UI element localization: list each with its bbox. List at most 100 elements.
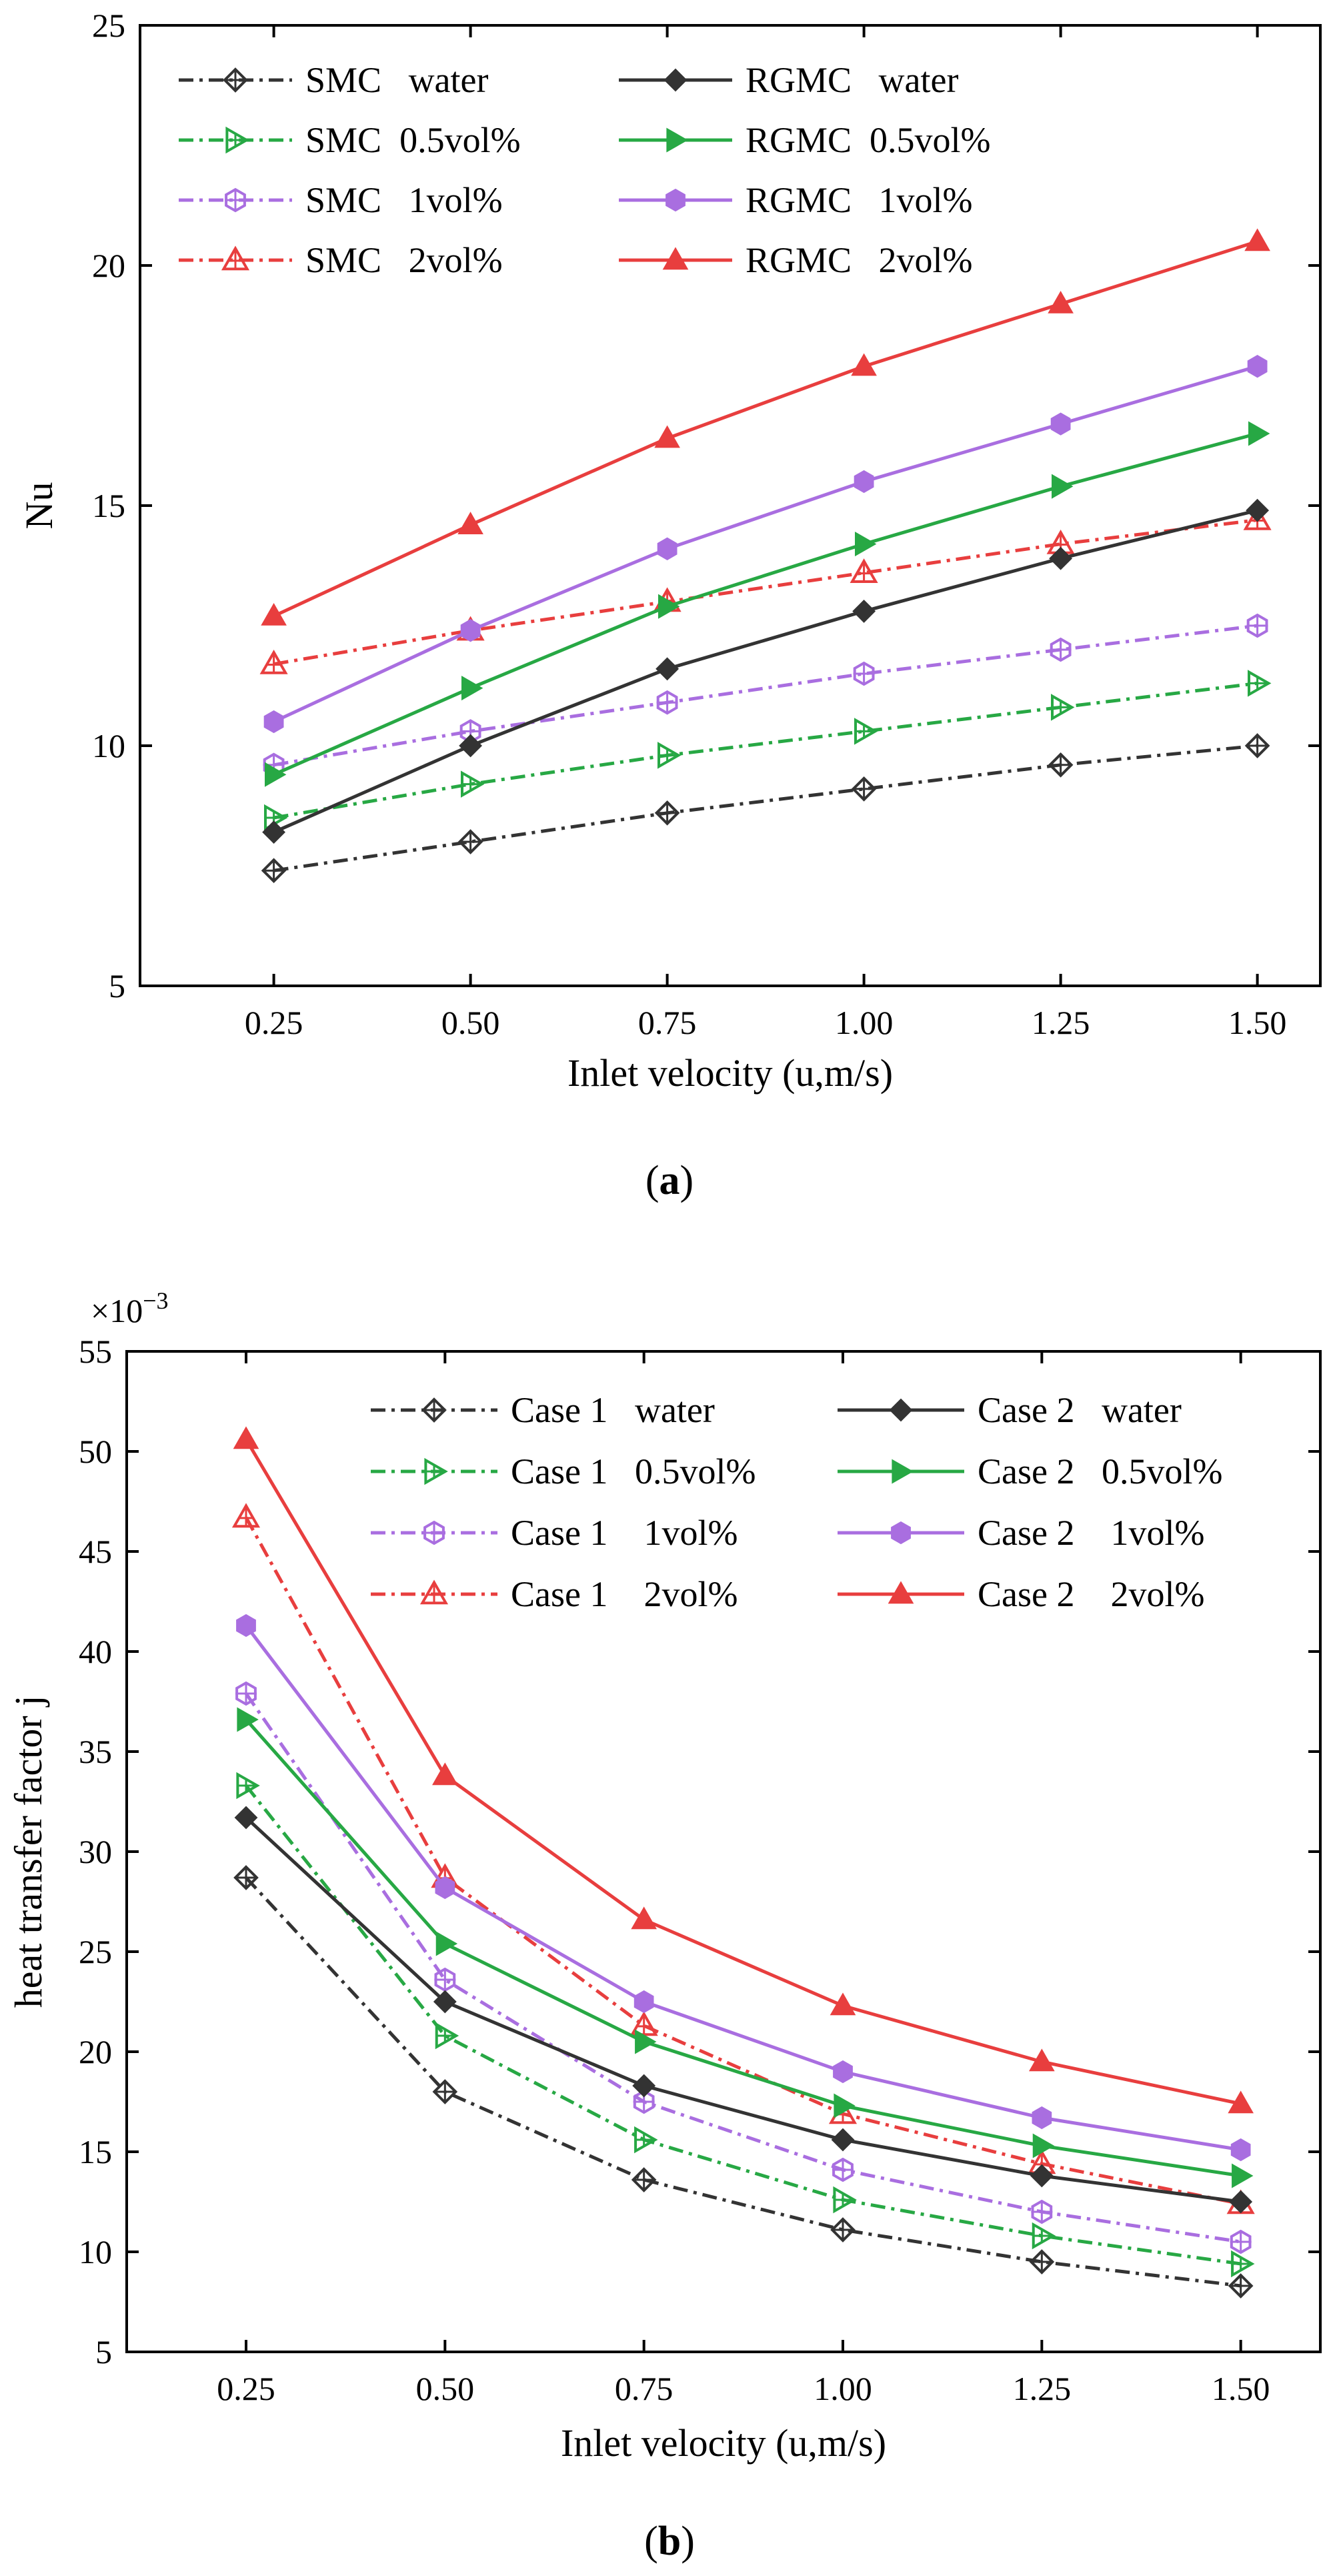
y-tick-label-a: 15 (92, 487, 125, 524)
data-point-cross (853, 778, 875, 800)
data-point-cross (1052, 701, 1072, 714)
data-point (265, 762, 287, 787)
data-point (435, 1931, 458, 1956)
series-b-5 (237, 1707, 1254, 2188)
legend-item: SMC 2vol% (179, 240, 503, 280)
data-point-cross (853, 663, 875, 684)
x-tick-label-b: 0.50 (416, 2370, 475, 2407)
legend-b: Case 1 water Case 1 0.5vol% Case 1 1vol% Ca… (371, 1390, 1222, 1614)
data-point (1032, 2133, 1055, 2158)
series-b-1 (236, 1772, 1255, 2278)
plot-frame-a (139, 24, 1322, 987)
series-b-7 (233, 1426, 1254, 2114)
legend-marker-cross (225, 69, 246, 91)
legend-label: Case 1 2vol% (511, 1574, 738, 1614)
legend-item: Case 2 0.5vol% (838, 1451, 1222, 1491)
x-tick-label-b: 1.50 (1212, 2370, 1270, 2407)
y-axis-label-b: heat transfer factor j (7, 1696, 50, 2008)
legend-item: Case 1 1vol% (371, 1513, 738, 1553)
x-tick-label-b: 0.25 (217, 2370, 275, 2407)
legend-label: RGMC water (746, 60, 958, 100)
y-tick-label-b: 55 (79, 1333, 112, 1370)
x-axis-label-b: Inlet velocity (u,m/s) (561, 2421, 886, 2465)
y-tick-label-b: 30 (79, 1833, 112, 1870)
plot-frame-b (125, 1350, 1322, 2353)
x-tick-label-a: 1.25 (1032, 1004, 1090, 1041)
data-point-cross (656, 802, 678, 824)
data-point (237, 1707, 259, 1732)
legend-item: SMC 0.5vol% (179, 120, 521, 160)
plot-area-b: 0.25 0.50 0.75 1.00 1.25 1.50 5 10 15 20 25 30 35 40 4… (79, 1333, 1320, 2407)
data-point-cross (1033, 2229, 1054, 2242)
legend-label: RGMC 2vol% (746, 240, 973, 280)
legend-item: Case 2 water (838, 1390, 1182, 1430)
data-point-cross (832, 2159, 854, 2180)
data-point-cross (834, 2193, 854, 2206)
data-point (459, 734, 483, 758)
data-point (236, 1614, 256, 1638)
data-point (631, 1906, 657, 1930)
series-line (273, 364, 1258, 724)
data-point (262, 820, 286, 844)
y-axis-label-a: Nu (17, 482, 61, 530)
legend-item: Case 1 water (371, 1390, 715, 1430)
data-point (830, 1992, 856, 2016)
x-tick-label-b: 1.25 (1013, 2370, 1072, 2407)
x-tick-label-b: 1.00 (814, 2370, 872, 2407)
data-point (233, 1426, 259, 1449)
y-tick-label-a: 5 (109, 967, 125, 1005)
data-point (1032, 2106, 1052, 2130)
legend-item: RGMC water (619, 60, 958, 100)
data-point-cross (263, 860, 285, 882)
data-point (1049, 546, 1073, 570)
data-point-cross (633, 2169, 655, 2190)
x-tick-label-a: 0.75 (638, 1004, 697, 1041)
data-point-cross (635, 2133, 655, 2146)
x-tick-label-a: 1.50 (1228, 1004, 1287, 1041)
legend-marker-cross (425, 1465, 445, 1478)
legend-marker-cross (423, 1522, 445, 1543)
legend-item: SMC 1vol% (179, 180, 503, 220)
y-tick-label-a: 10 (92, 727, 125, 764)
y-tick-label-b: 25 (79, 1933, 112, 1970)
data-point-cross (235, 1867, 257, 1888)
data-point-cross (1230, 2231, 1252, 2252)
x-tick-label-a: 0.25 (245, 1004, 303, 1041)
data-point-cross (434, 1969, 456, 1990)
data-point-cross (1230, 2275, 1252, 2297)
chart-panel-b: ×10−3 0.25 0.50 0.75 1.00 1.25 1.50 5 10 15 20 25 3… (7, 1287, 1322, 2564)
y-tick-label-a: 25 (92, 7, 125, 44)
legend-marker-cross (227, 133, 247, 147)
series-line (273, 508, 1258, 834)
data-point (433, 1990, 457, 2014)
legend-marker (889, 1398, 913, 1422)
legend-item: Case 1 2vol% (371, 1574, 738, 1614)
data-point-cross (656, 692, 678, 714)
legend-marker (666, 127, 688, 153)
data-point (1232, 2163, 1254, 2188)
data-point-cross (659, 749, 679, 762)
legend-item: Case 2 2vol% (838, 1574, 1204, 1614)
data-point (855, 532, 877, 557)
legend-item: Case 2 1vol% (838, 1513, 1204, 1553)
data-point-cross (1031, 2201, 1053, 2222)
series-b-6 (236, 1614, 1251, 2162)
data-point (1244, 228, 1270, 251)
series-line (244, 1516, 1242, 2206)
legend-item: RGMC 2vol% (619, 240, 973, 280)
data-point (1230, 2138, 1251, 2162)
data-point (261, 602, 287, 626)
series-a-6 (263, 355, 1268, 734)
series-line (244, 1438, 1242, 2106)
series-b-4 (234, 1806, 1253, 2214)
series-line (273, 432, 1258, 776)
legend-item: Case 1 0.5vol% (371, 1451, 756, 1491)
series-a-2 (263, 613, 1268, 778)
data-point (658, 594, 680, 619)
data-point (633, 1990, 654, 2014)
data-point (1050, 412, 1071, 436)
data-point-cross (459, 831, 481, 852)
data-point (834, 2093, 856, 2118)
series-a-4 (262, 498, 1270, 844)
x-axis-label-a: Inlet velocity (u,m/s) (567, 1051, 893, 1095)
